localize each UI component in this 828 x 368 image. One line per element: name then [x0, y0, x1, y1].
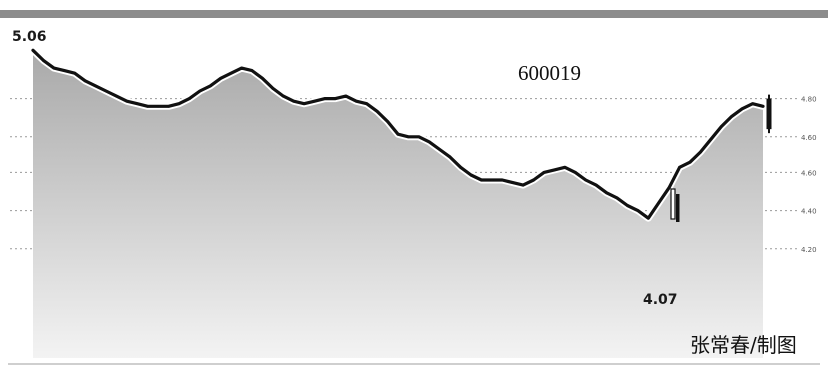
- price-point: [594, 183, 598, 187]
- price-point: [334, 97, 337, 100]
- price-point: [720, 125, 723, 128]
- price-points: [31, 49, 765, 220]
- price-point: [605, 191, 608, 195]
- price-point: [167, 105, 170, 108]
- spike-candle-solid: [676, 194, 680, 222]
- price-point: [688, 160, 692, 164]
- price-point: [428, 140, 431, 144]
- price-point: [740, 107, 744, 111]
- tick-label: 4.60: [801, 134, 817, 142]
- candlesticks: [670, 94, 772, 222]
- price-point: [709, 138, 713, 141]
- price-point: [521, 183, 525, 187]
- top-border-bar: [0, 10, 828, 18]
- low-label: 4.07: [643, 292, 678, 308]
- price-point: [542, 171, 546, 174]
- price-point: [647, 216, 650, 220]
- price-point: [448, 155, 452, 159]
- price-point: [271, 87, 275, 90]
- price-point: [229, 71, 233, 75]
- price-point: [302, 102, 306, 105]
- price-point: [125, 99, 129, 103]
- price-point: [240, 66, 243, 70]
- price-point: [730, 115, 733, 118]
- price-point: [52, 66, 56, 70]
- price-point: [344, 94, 348, 98]
- price-point: [667, 186, 671, 189]
- price-point: [282, 94, 285, 98]
- tick-label: 4.20: [801, 246, 817, 254]
- price-point: [761, 105, 765, 108]
- price-point: [438, 148, 442, 151]
- price-point: [480, 178, 483, 182]
- price-point: [323, 97, 327, 100]
- price-point: [261, 77, 264, 80]
- price-point: [657, 201, 660, 205]
- price-point: [250, 69, 254, 72]
- price-point: [678, 166, 681, 169]
- tick-label: 4.40: [801, 208, 817, 216]
- right-axis-ticks: 4.80 4.60 4.60 4.40 4.20: [801, 96, 817, 254]
- price-point: [365, 102, 369, 105]
- price-point: [386, 120, 389, 123]
- price-point: [396, 132, 400, 136]
- price-point: [115, 94, 118, 98]
- price-point: [73, 71, 76, 75]
- high-label: 5.06: [12, 29, 47, 45]
- price-point: [532, 178, 535, 182]
- price-point: [417, 135, 421, 139]
- price-point: [198, 89, 202, 93]
- price-point: [459, 166, 462, 169]
- price-point: [42, 59, 45, 62]
- price-point: [574, 171, 577, 174]
- price-point: [136, 102, 139, 105]
- price-point: [553, 168, 556, 172]
- price-point: [584, 178, 587, 182]
- price-point: [209, 84, 212, 88]
- last-candle-body: [766, 98, 772, 130]
- price-point: [375, 110, 379, 113]
- price-point: [407, 135, 410, 139]
- price-point: [63, 69, 66, 72]
- price-point: [469, 173, 473, 177]
- chart-title: 600019: [518, 61, 581, 85]
- price-point: [83, 79, 87, 83]
- price-point: [355, 99, 358, 103]
- price-point: [626, 204, 629, 207]
- price-point: [104, 89, 108, 93]
- price-point: [31, 49, 35, 52]
- price-point: [501, 178, 504, 182]
- price-point: [156, 105, 160, 108]
- price-point: [94, 84, 97, 88]
- price-point: [219, 77, 222, 80]
- price-point: [563, 166, 567, 169]
- spike-candle-hollow: [670, 188, 676, 220]
- price-point: [751, 102, 754, 105]
- price-point: [636, 209, 640, 212]
- price-point: [490, 178, 494, 182]
- price-point: [615, 196, 619, 200]
- price-point: [313, 99, 316, 103]
- price-point: [699, 150, 702, 154]
- tick-label: 4.80: [801, 96, 817, 104]
- price-area-fill: [33, 50, 763, 359]
- credit-label: 张常春/制图: [690, 333, 797, 357]
- price-point: [188, 97, 191, 100]
- price-point: [177, 102, 181, 105]
- price-point: [292, 99, 296, 103]
- price-point: [146, 105, 149, 108]
- price-point: [511, 181, 514, 184]
- tick-label: 4.60: [801, 169, 817, 177]
